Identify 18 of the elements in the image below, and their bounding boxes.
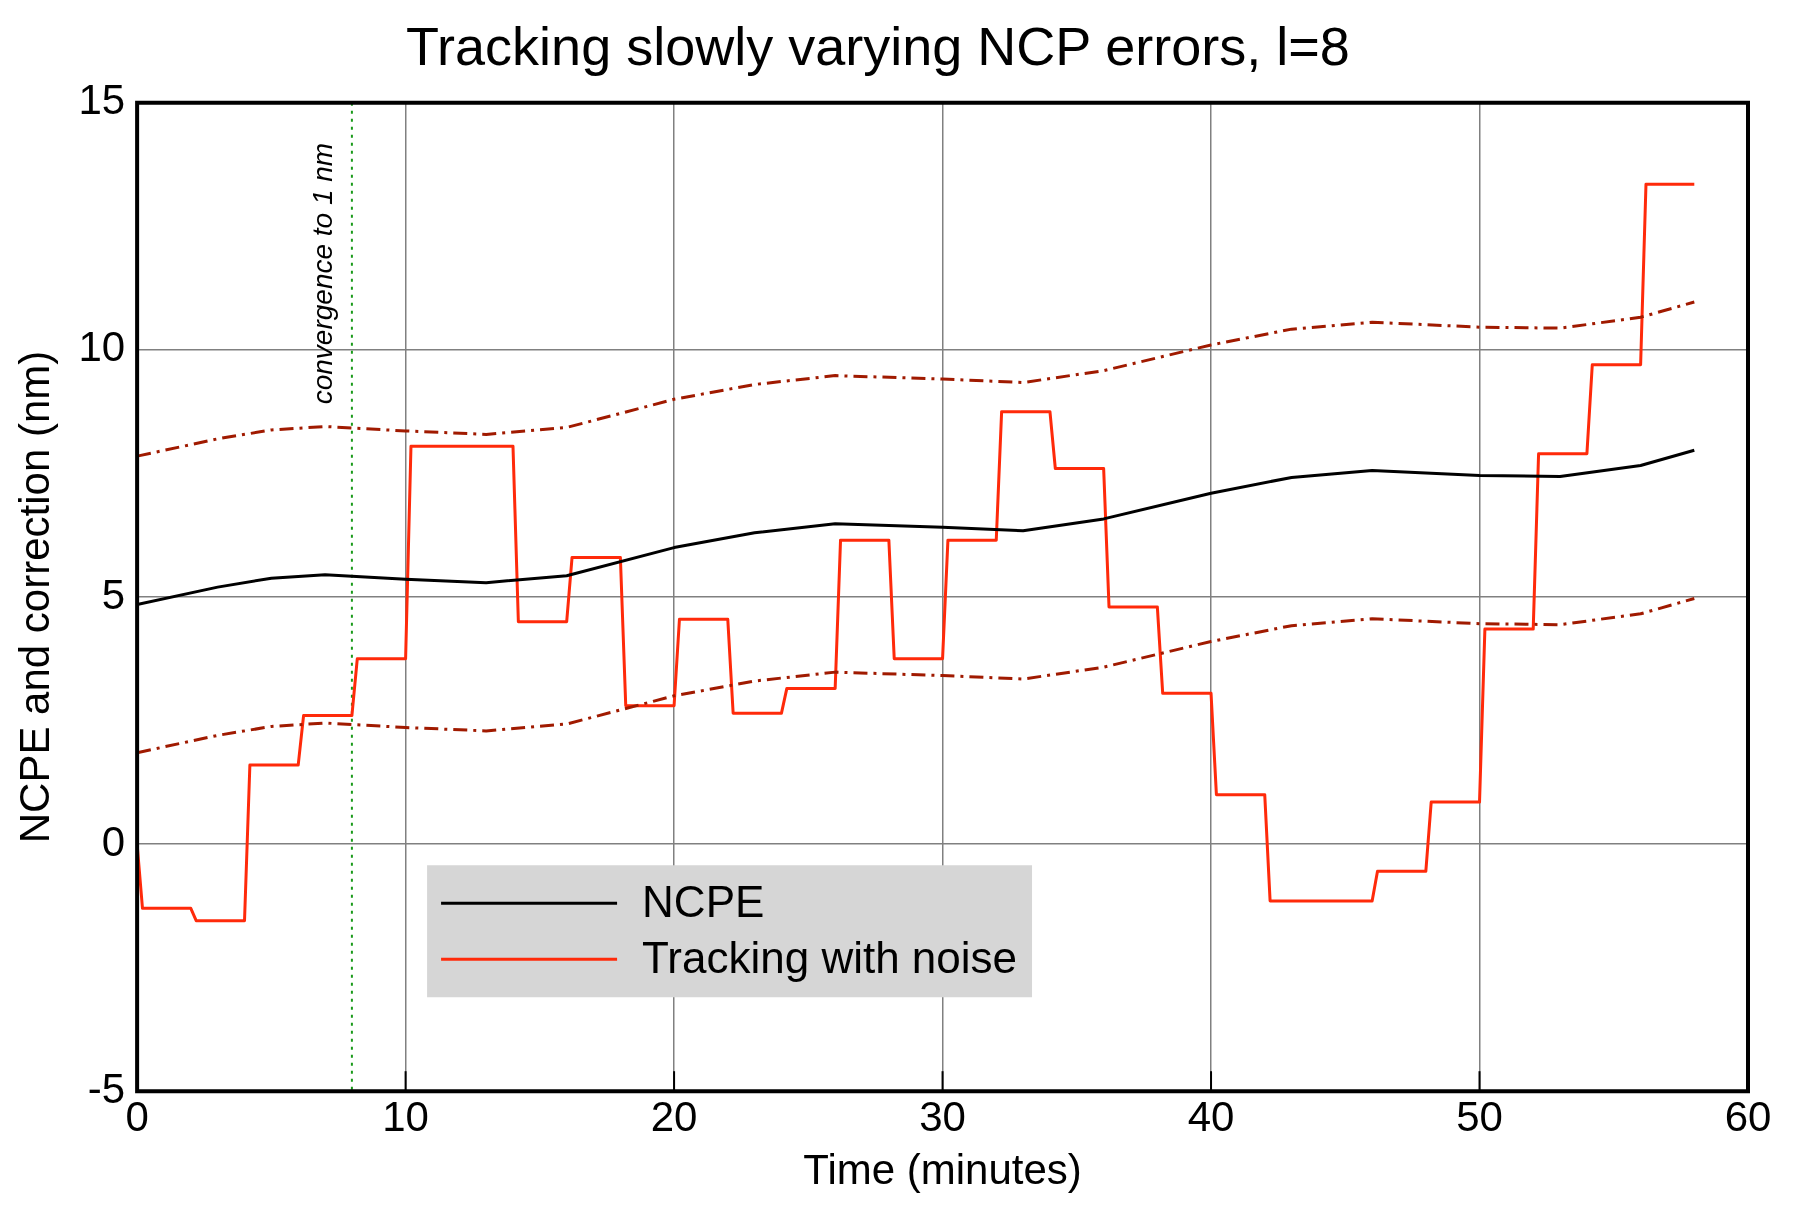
x-tick-label: 10	[382, 1092, 429, 1140]
x-tick-label: 60	[1724, 1092, 1772, 1140]
ref-line-label: convergence to 1 nm	[306, 142, 338, 405]
x-tick-label: 20	[650, 1092, 698, 1140]
y-tick-label: 0	[101, 817, 126, 865]
line-series	[137, 596, 1696, 755]
x-axis-title: Time (minutes)	[803, 1146, 1082, 1194]
chart-title: Tracking slowly varying NCP errors, l=8	[406, 16, 1350, 77]
x-tick-label: 30	[919, 1092, 966, 1140]
y-tick-label: 5	[101, 570, 126, 618]
x-tick-label: 40	[1187, 1092, 1235, 1140]
x-tick-label: 50	[1456, 1092, 1503, 1140]
legend-label: NCPE	[642, 877, 765, 927]
y-tick-label: 10	[78, 323, 126, 371]
y-tick-label: 15	[78, 76, 126, 124]
y-axis-title: NCPE and correction (nm)	[10, 350, 58, 844]
legend-label: Tracking with noise	[642, 933, 1018, 983]
y-tick-label: -5	[87, 1064, 126, 1112]
